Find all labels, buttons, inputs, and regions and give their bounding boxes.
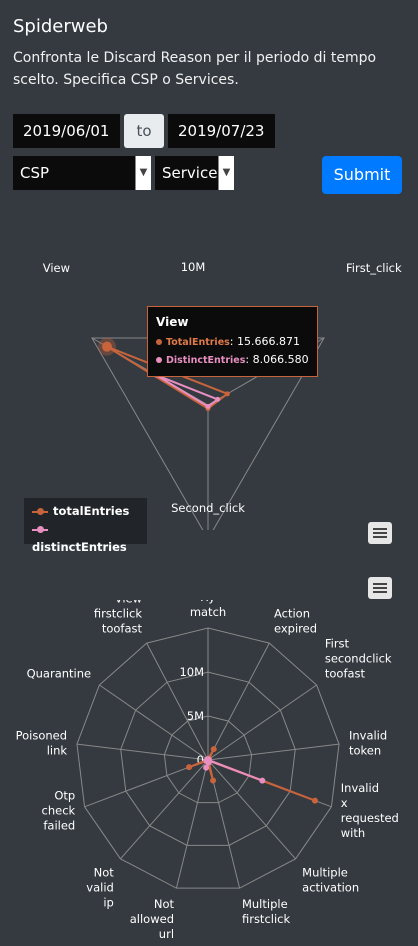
chart-menu-button[interactable] xyxy=(368,522,392,544)
grid-ring xyxy=(163,715,253,804)
data-point xyxy=(210,777,217,784)
tooltip-name-total: TotalEntries xyxy=(166,337,230,348)
data-point xyxy=(210,746,217,753)
data-point xyxy=(186,764,193,771)
tick-label: 10M xyxy=(179,665,204,679)
axis-line xyxy=(207,759,296,860)
series-line-distinctEntries xyxy=(203,758,263,782)
legend-label-total: totalEntries xyxy=(53,504,130,518)
tooltip-dot-distinct xyxy=(156,357,162,363)
legend-item-distinct[interactable]: distinctEntries xyxy=(32,520,147,554)
tooltip-title: View xyxy=(156,315,189,329)
submit-button[interactable]: Submit xyxy=(322,156,402,194)
date-to-input[interactable]: 2019/07/23 xyxy=(168,114,275,148)
axis-label: Invalid x requested with xyxy=(341,781,399,840)
radar-chart-main: 10M View First_click Second_click xyxy=(43,260,402,530)
chart-legend: totalEntries distinctEntries xyxy=(24,498,147,554)
legend-marker-total xyxy=(32,507,48,515)
axis-label: Multiple activation xyxy=(302,865,359,894)
axis-line xyxy=(175,759,209,889)
axis-line xyxy=(76,743,209,761)
axis-line xyxy=(146,642,209,761)
tick-label: 10M xyxy=(181,260,206,274)
axis-label: Second_click xyxy=(171,501,245,515)
chevron-down-icon: ▼ xyxy=(135,156,151,190)
page-title: Spiderweb xyxy=(13,16,108,37)
chart-tooltip: View TotalEntries: 15.666.871 DistinctEn… xyxy=(147,306,318,377)
legend-item-total[interactable]: totalEntries xyxy=(32,502,129,520)
data-point xyxy=(205,403,211,409)
data-point xyxy=(311,797,318,804)
date-range: 2019/06/01 to 2019/07/23 xyxy=(13,114,275,148)
tooltip-row-distinct: DistinctEntries: 8.066.580 xyxy=(156,353,309,366)
csp-select-value: CSP xyxy=(20,164,50,182)
axis-line xyxy=(99,684,209,761)
tick-label: 5M xyxy=(187,709,204,723)
axis-label: Xymatch xyxy=(190,600,226,619)
data-point xyxy=(259,777,266,784)
tooltip-name-distinct: DistinctEntries xyxy=(166,355,246,366)
axis-label: Multiple firstclick xyxy=(242,897,291,926)
tick-label: 0 xyxy=(197,753,204,767)
chevron-down-icon: ▼ xyxy=(218,156,234,190)
page-description: Confronta le Discard Reason per il perio… xyxy=(13,50,377,88)
axis-label: Action expired xyxy=(274,606,317,635)
data-point xyxy=(203,764,210,771)
chart-menu-button[interactable] xyxy=(368,577,392,599)
tooltip-value-total: 15.666.871 xyxy=(237,335,300,348)
axis-line xyxy=(207,642,270,761)
grid-ring xyxy=(76,627,340,889)
axis-label: Poisoned link xyxy=(16,728,68,757)
axis-label: Quarantine xyxy=(27,666,92,680)
service-select[interactable]: Service ▼ xyxy=(155,156,234,190)
series-line-distinctEntries xyxy=(155,374,220,408)
date-to-label: to xyxy=(124,114,164,148)
axis-label: First_click xyxy=(346,261,402,275)
legend-marker-distinct xyxy=(32,525,48,533)
axis-label: Viewfirstclicktoofast xyxy=(94,600,143,635)
axis-label: Not allowed url xyxy=(130,897,175,941)
axis-label: Not valid ip xyxy=(86,865,114,909)
legend-label-distinct: distinctEntries xyxy=(32,540,127,554)
axis-label: First secondclick toofast xyxy=(325,636,392,680)
data-point xyxy=(215,396,221,402)
date-from-input[interactable]: 2019/06/01 xyxy=(13,114,120,148)
csp-select[interactable]: CSP ▼ xyxy=(13,156,151,190)
axis-line xyxy=(207,743,340,761)
tooltip-value-distinct: 8.066.580 xyxy=(252,353,309,366)
grid-ring xyxy=(120,671,296,846)
axis-label: Invalid token xyxy=(349,728,387,757)
service-select-value: Service xyxy=(162,164,218,182)
data-point xyxy=(224,391,230,397)
tooltip-dot-total xyxy=(156,339,162,345)
data-point xyxy=(101,341,112,352)
data-point xyxy=(204,756,211,763)
axis-line xyxy=(120,759,209,860)
axis-label: View xyxy=(43,261,70,275)
axis-line xyxy=(207,684,317,761)
axis-label: Otp check failed xyxy=(42,788,76,832)
tooltip-row-total: TotalEntries: 15.666.871 xyxy=(156,335,300,348)
